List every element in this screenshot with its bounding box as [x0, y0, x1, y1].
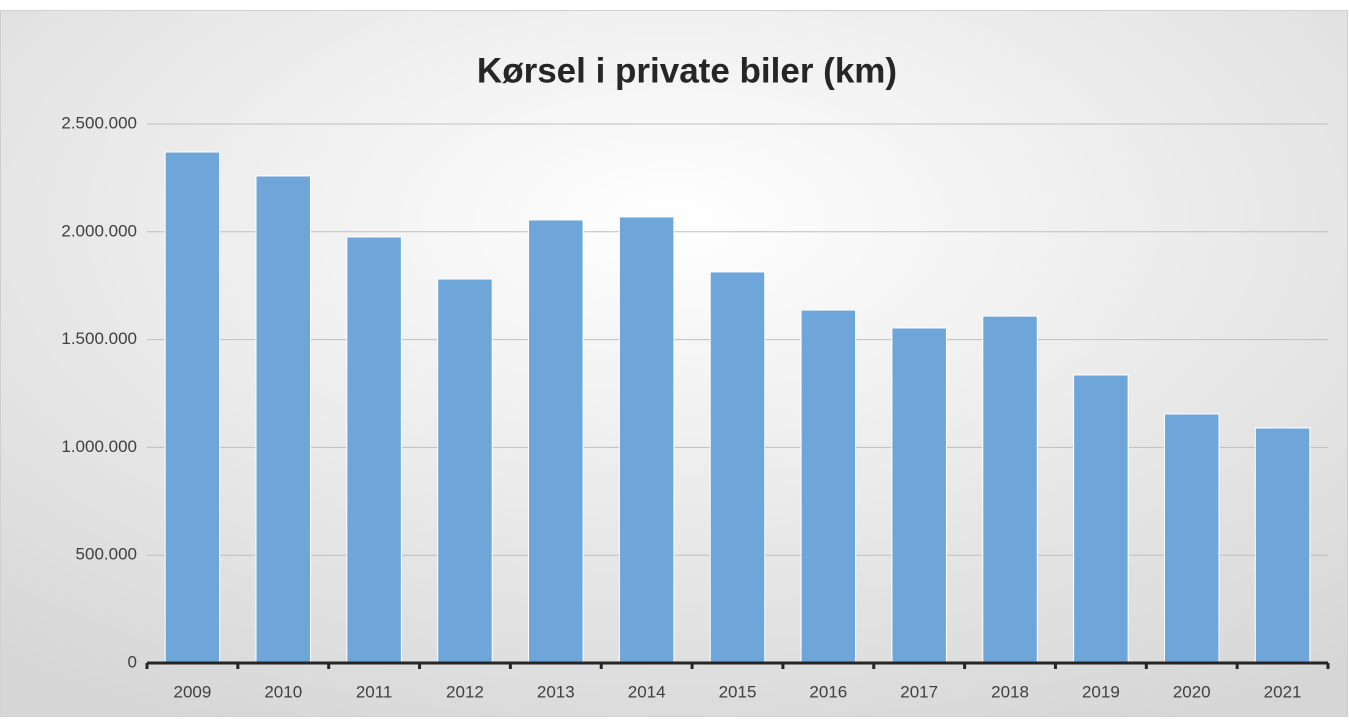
x-tick-label: 2015	[719, 682, 757, 701]
bar	[709, 271, 766, 664]
x-tick-label: 2011	[356, 682, 393, 701]
x-tick-label: 2009	[174, 682, 212, 701]
y-tick-label: 2.500.000	[61, 113, 137, 132]
x-tick-label: 2012	[446, 682, 484, 701]
chart-title: Kørsel i private biler (km)	[477, 51, 897, 90]
y-tick-label: 1.000.000	[61, 437, 137, 456]
y-tick-label: 1.500.000	[61, 329, 137, 348]
bar	[1163, 413, 1220, 664]
bar	[891, 327, 947, 664]
bar	[528, 219, 584, 664]
x-tick-label: 2018	[991, 682, 1029, 701]
bar	[1254, 427, 1311, 664]
x-tick-label: 2014	[628, 682, 666, 701]
bar	[800, 309, 857, 664]
x-tick-label: 2010	[264, 682, 302, 701]
x-tick-label: 2016	[809, 682, 847, 701]
x-tick-label: 2020	[1173, 682, 1211, 701]
bar	[164, 151, 221, 664]
x-tick-label: 2019	[1082, 682, 1120, 701]
x-tick-label: 2013	[537, 682, 575, 701]
bar	[982, 315, 1038, 664]
y-tick-label: 2.000.000	[61, 221, 137, 240]
bar	[255, 175, 312, 664]
y-tick-label: 500.000	[76, 545, 137, 564]
y-tick-label: 0	[128, 652, 137, 671]
bar	[346, 236, 402, 664]
bar	[1073, 374, 1129, 664]
x-tick-label: 2017	[900, 682, 938, 701]
bar	[618, 216, 675, 664]
x-tick-label: 2021	[1264, 682, 1302, 701]
bar	[437, 278, 493, 664]
